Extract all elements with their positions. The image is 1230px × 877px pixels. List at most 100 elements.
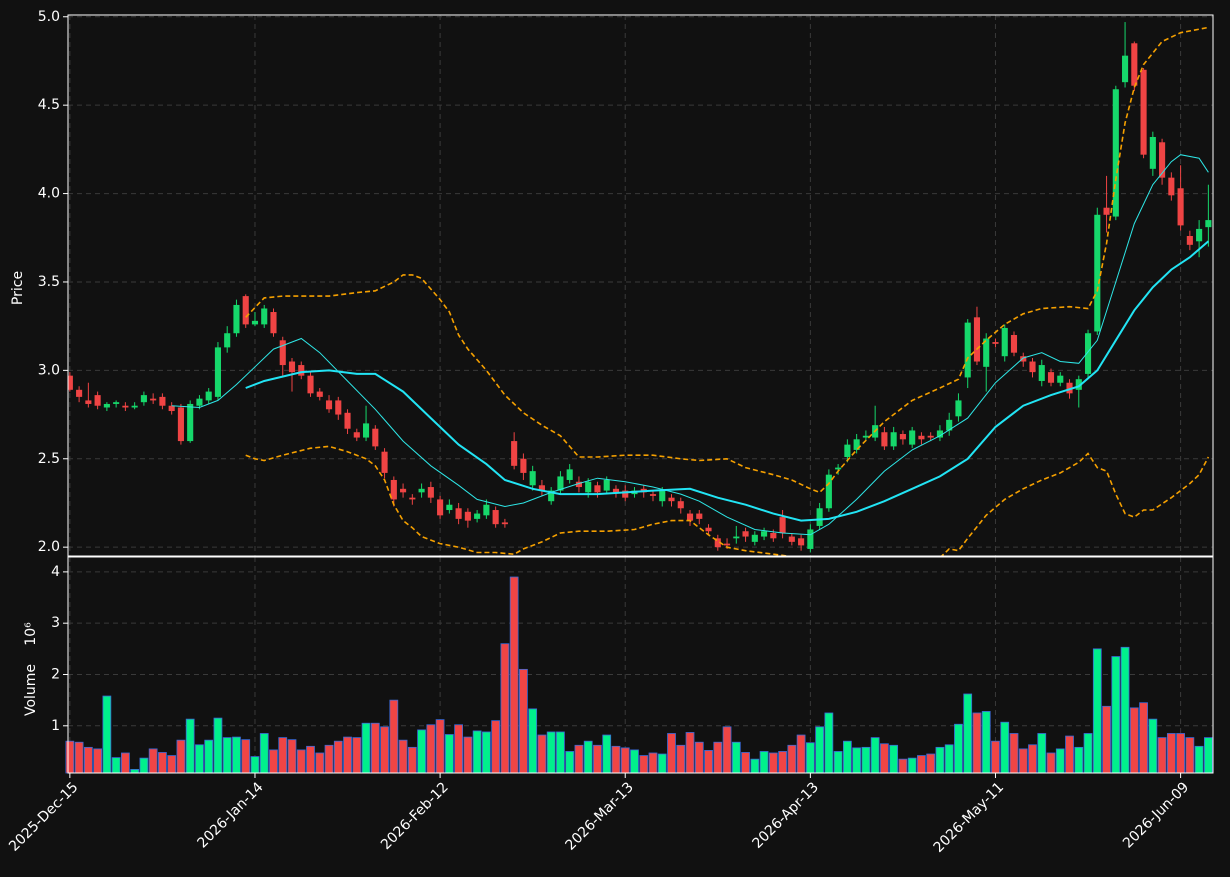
candle-body [474, 513, 481, 519]
volume-bar [759, 751, 769, 774]
candle-body [649, 494, 657, 496]
volume-bar [1129, 707, 1139, 774]
candle-body [1010, 335, 1018, 353]
volume-bar [389, 699, 399, 774]
candle-body [150, 398, 157, 401]
volume-bar [1166, 733, 1176, 774]
volume-bar [204, 739, 214, 774]
volume-bar [435, 719, 445, 774]
candle-body [140, 395, 147, 403]
volume-bar [713, 741, 723, 774]
candle-body [964, 322, 971, 378]
volume-bar [944, 744, 954, 774]
candle-body [353, 432, 360, 438]
candle-body [242, 296, 249, 325]
candle-body [825, 474, 832, 509]
candle-body [261, 308, 268, 325]
candle-body [288, 361, 296, 373]
candle-body [214, 347, 222, 397]
volume-bar [667, 733, 676, 774]
volume-bar [1083, 733, 1093, 774]
volume-bar [611, 745, 621, 774]
price-panel [68, 15, 1213, 556]
y-tick-label: 4 [51, 564, 60, 580]
candle-body [446, 504, 453, 511]
volume-bar [509, 576, 519, 774]
candle-body [372, 428, 379, 447]
volume-bar [778, 751, 787, 774]
volume-bar [768, 752, 778, 774]
volume-bar [370, 722, 380, 774]
candle-body [1131, 43, 1138, 86]
candle-body [733, 536, 740, 539]
candle-body [279, 340, 286, 366]
volume-bar [1139, 702, 1148, 774]
candle-body [770, 533, 777, 539]
candle-body [538, 485, 545, 491]
candle-body [918, 435, 925, 440]
volume-bar [824, 712, 834, 774]
candle-body [862, 435, 869, 438]
candle-body [927, 435, 934, 438]
volume-bar [639, 755, 649, 774]
candle-body [955, 400, 962, 417]
volume-offset-label: 10⁶ [23, 622, 39, 646]
candle-body [566, 469, 573, 480]
candle-body [1168, 177, 1175, 196]
candle-body [196, 398, 203, 406]
candle-body [307, 375, 314, 394]
volume-bar [861, 746, 871, 774]
candle-body [1103, 207, 1110, 215]
volume-bar [787, 744, 797, 774]
candle-body [761, 531, 768, 537]
volume-bar [1092, 648, 1102, 774]
candle-body [992, 342, 999, 344]
overlay-line [245, 26, 1209, 494]
volume-bar [537, 734, 547, 774]
candle-body [603, 479, 610, 491]
candle-body [1047, 372, 1055, 383]
volume-bar [1046, 752, 1056, 774]
volume-bar [870, 737, 880, 774]
volume-bar [380, 726, 389, 774]
volume-bar [500, 643, 510, 774]
volume-bar [1037, 733, 1047, 774]
volume-bar [657, 753, 667, 774]
candle-body [168, 405, 175, 412]
volume-bar [491, 720, 501, 774]
candle-body [622, 490, 629, 498]
y-tick-label: 3.5 [38, 274, 60, 290]
candle-body [1149, 136, 1156, 169]
y-tick-label: 2.5 [38, 451, 60, 467]
volume-bar [426, 724, 436, 774]
candle-body [1038, 365, 1045, 381]
volume-bar [278, 737, 288, 774]
volume-bar [741, 752, 750, 774]
volume-bar [1157, 737, 1167, 774]
candle-body [177, 407, 184, 442]
candle-body [492, 510, 499, 525]
y-tick-label: 3 [51, 615, 60, 631]
y-tick-label: 4.0 [38, 186, 60, 202]
volume-bar [565, 751, 575, 774]
y-tick-label: 2.0 [38, 539, 60, 555]
candle-body [400, 488, 407, 493]
candle-body [483, 504, 490, 516]
candle-body [233, 304, 240, 334]
volume-bar [287, 739, 297, 774]
candle-body [270, 312, 277, 334]
volume-bar [935, 746, 945, 774]
volume-bar [694, 741, 704, 774]
candle-body [742, 531, 749, 537]
volume-bar [269, 749, 278, 774]
volume-bar [648, 752, 658, 774]
volume-bar [444, 734, 454, 774]
volume-bar [102, 695, 112, 774]
volume-bar [972, 712, 982, 774]
candle-body [1001, 327, 1008, 357]
candle-body [890, 432, 897, 447]
volume-bar [546, 731, 556, 774]
volume-bar [1102, 705, 1111, 774]
